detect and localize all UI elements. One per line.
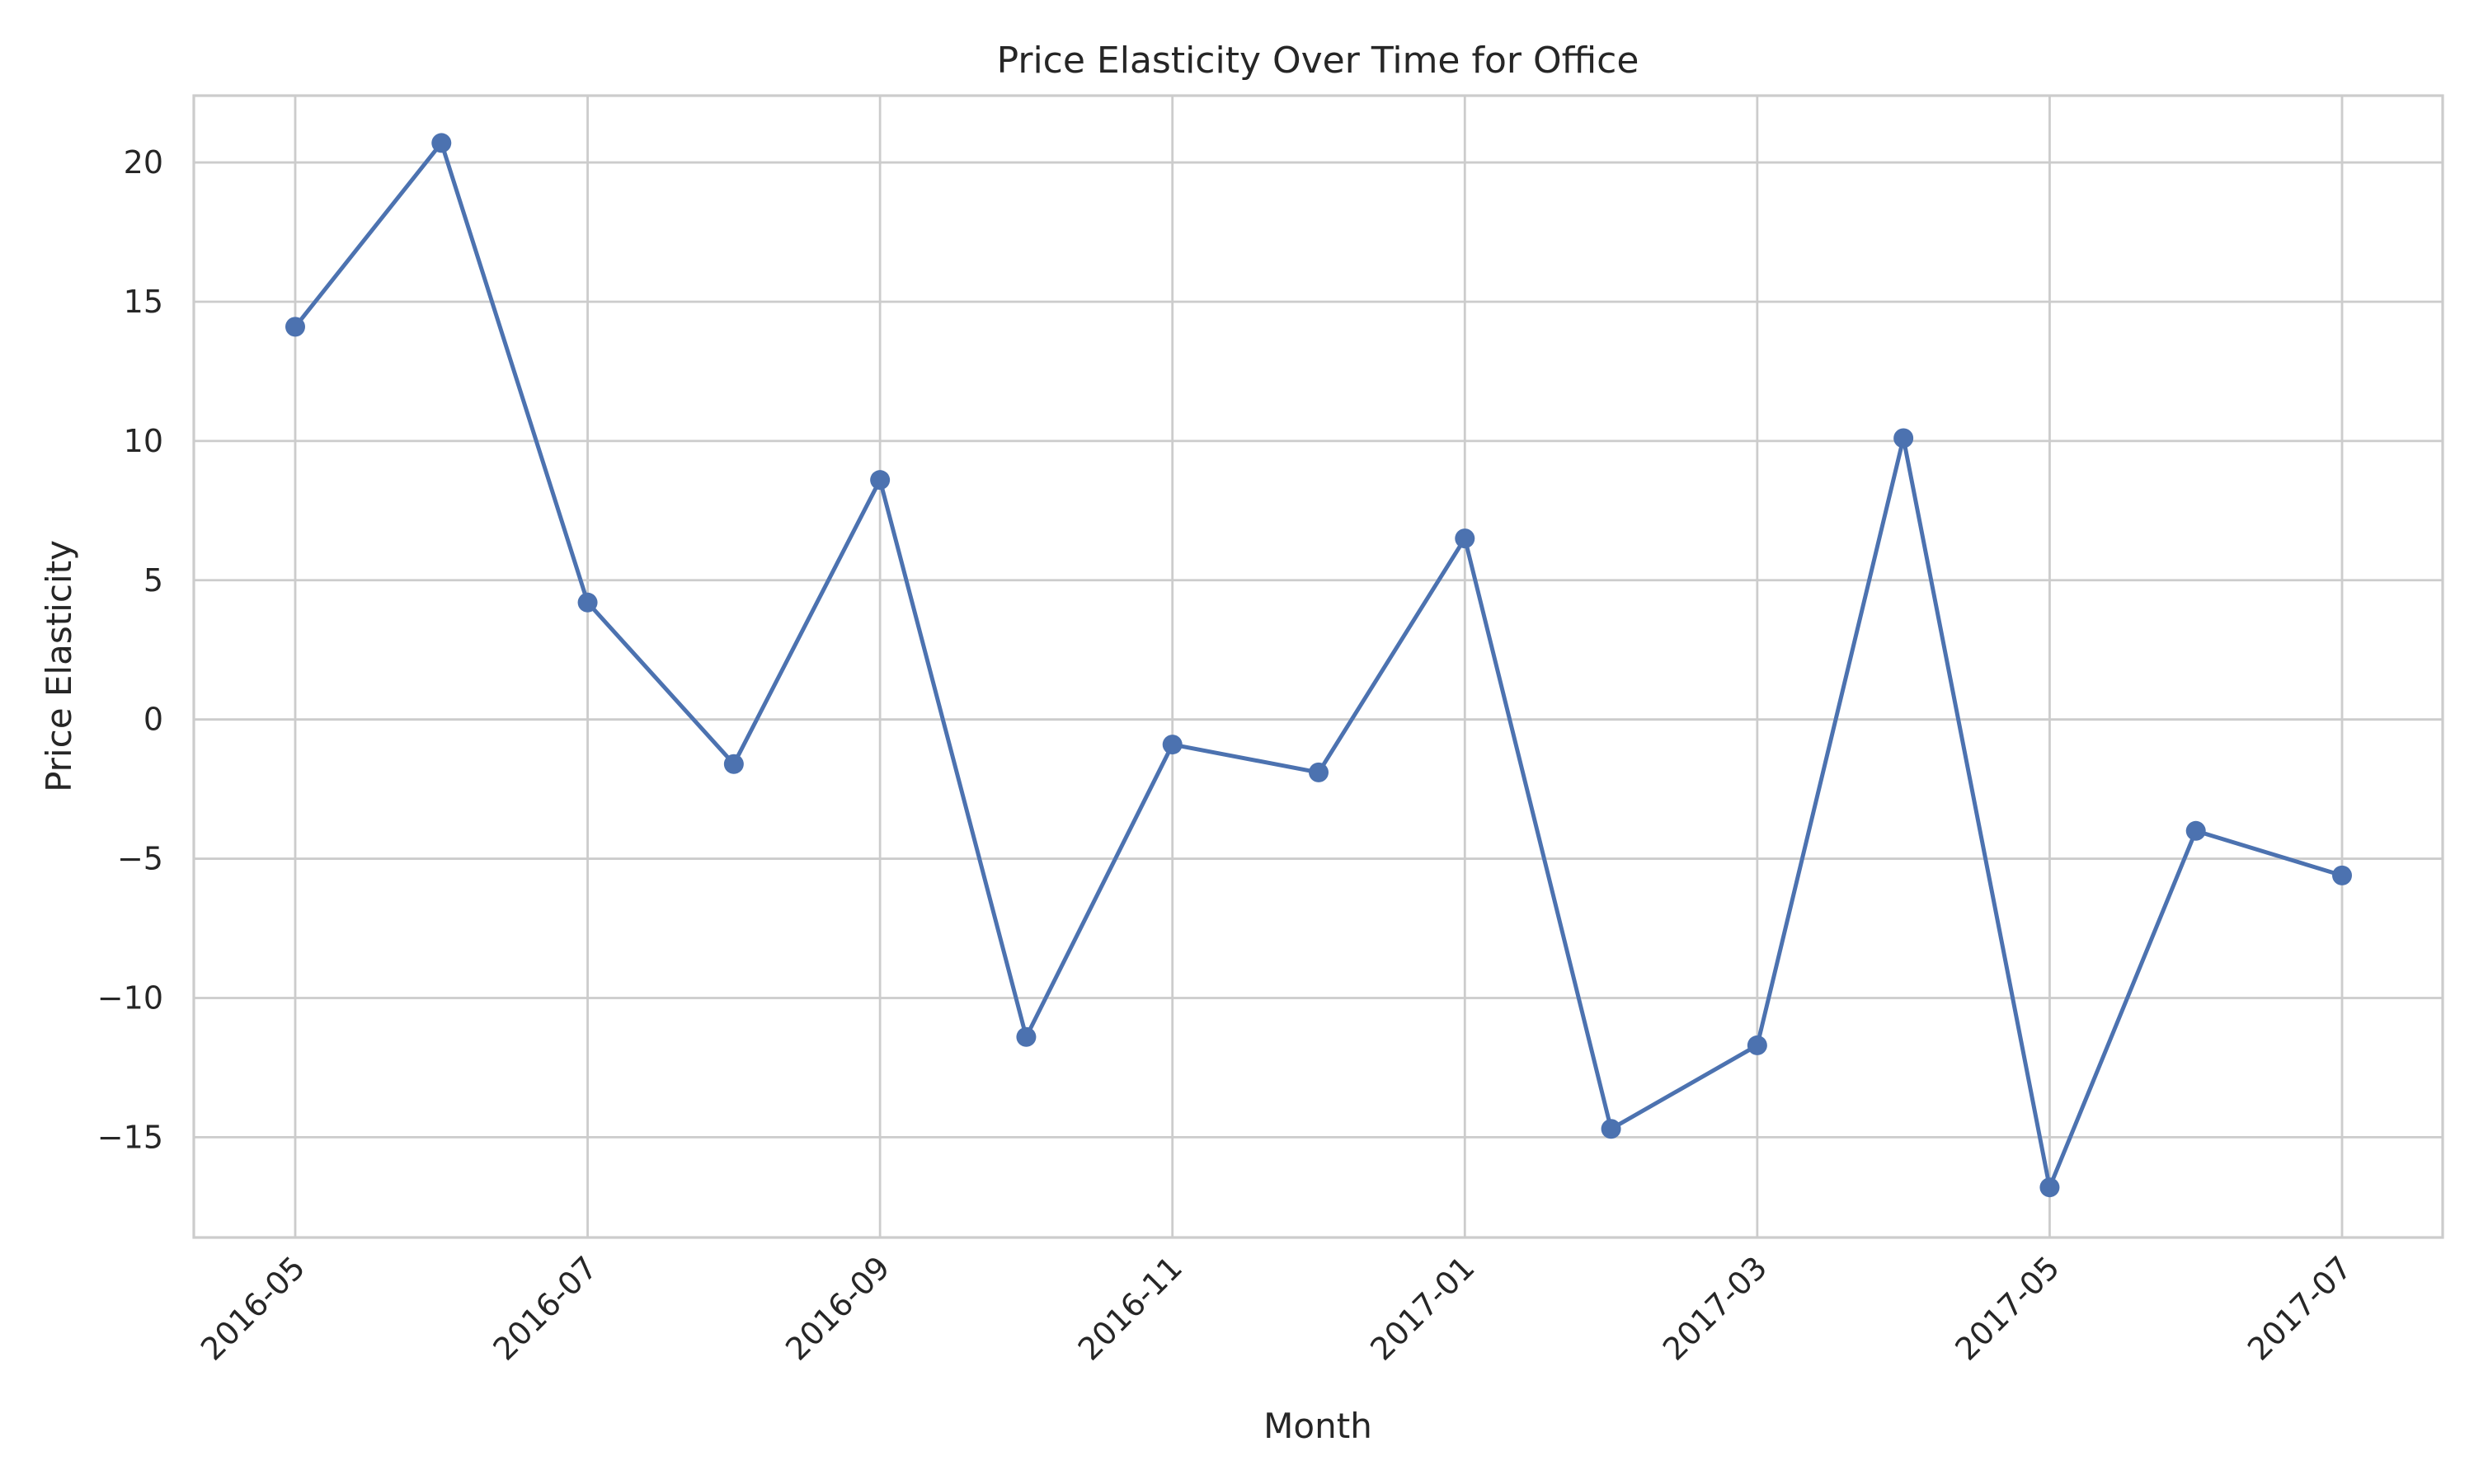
- y-tick-label: 5: [143, 562, 163, 599]
- x-tick-label: 2016-07: [487, 1249, 604, 1367]
- y-tick-label: 10: [124, 423, 163, 459]
- x-tick-label: 2017-01: [1363, 1249, 1481, 1367]
- plot-frame: [192, 94, 2444, 1239]
- x-tick-label: 2016-05: [194, 1249, 312, 1367]
- x-tick-label: 2017-07: [2241, 1249, 2359, 1367]
- x-axis-title: Month: [1263, 1406, 1372, 1446]
- data-point: [2332, 865, 2352, 885]
- data-markers: [285, 133, 2352, 1198]
- y-tick-label: −10: [97, 979, 163, 1016]
- y-tick-label: 20: [124, 144, 163, 181]
- data-point: [1747, 1035, 1767, 1055]
- data-point: [577, 592, 598, 613]
- data-point: [431, 133, 452, 153]
- x-tick-label: 2017-03: [1656, 1249, 1774, 1367]
- y-axis-title: Price Elasticity: [39, 540, 79, 792]
- x-tick-label: 2016-11: [1071, 1249, 1189, 1367]
- data-point: [1162, 735, 1183, 755]
- data-point: [2185, 820, 2206, 841]
- x-tick-label: 2017-05: [1948, 1249, 2066, 1367]
- grid: [194, 96, 2443, 1237]
- data-point: [1016, 1026, 1037, 1047]
- data-point: [285, 317, 305, 337]
- data-point: [723, 754, 744, 774]
- y-tick-label: 15: [124, 284, 163, 320]
- x-tick-label: 2016-09: [778, 1249, 896, 1367]
- y-tick-label: −15: [97, 1119, 163, 1155]
- data-point: [870, 470, 891, 491]
- y-tick-labels: 20 15 10 5 0 −5 −10 −15: [97, 144, 163, 1155]
- data-point: [1893, 428, 1914, 448]
- data-point: [2039, 1177, 2060, 1198]
- data-point: [1309, 762, 1329, 782]
- series-line: [294, 140, 2343, 1190]
- data-point: [1601, 1119, 1621, 1139]
- y-tick-label: 0: [143, 702, 163, 738]
- chart-title: Price Elasticity Over Time for Office: [997, 40, 1639, 82]
- x-tick-labels: 2016-05 2016-07 2016-09 2016-11 2017-01 2017-…: [194, 1249, 2359, 1367]
- y-tick-label: −5: [117, 841, 163, 877]
- data-point: [1455, 528, 1475, 549]
